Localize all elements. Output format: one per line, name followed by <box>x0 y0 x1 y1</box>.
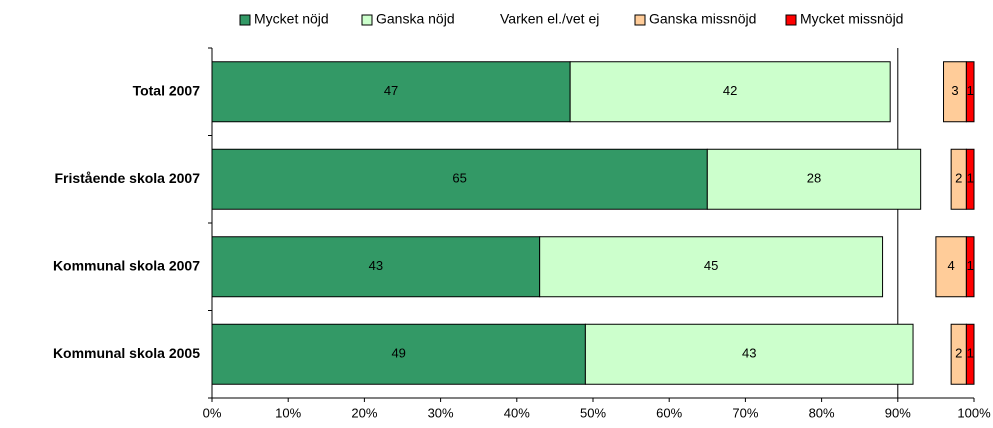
x-tick-label: 30% <box>428 405 454 420</box>
bar-segment <box>584 323 914 385</box>
legend-swatch <box>361 14 373 26</box>
bar-segment <box>211 61 571 123</box>
bar-segment <box>965 148 975 210</box>
bar-segment <box>211 323 586 385</box>
legend-swatch <box>239 14 251 26</box>
data-label: 28 <box>807 171 821 186</box>
data-label: 43 <box>369 258 383 273</box>
data-label: 2 <box>955 346 962 361</box>
x-tick-label: 10% <box>275 405 301 420</box>
data-label: 1 <box>967 258 974 273</box>
bar-segment <box>913 324 951 384</box>
x-tick-label: 80% <box>809 405 835 420</box>
bar-segment <box>883 237 936 297</box>
legend-label: Ganska missnöjd <box>649 11 756 27</box>
bar-segment <box>211 236 541 298</box>
data-label: 47 <box>384 83 398 98</box>
bar-segment <box>539 236 884 298</box>
data-label: 4 <box>948 258 955 273</box>
bar-segment <box>965 323 975 385</box>
data-label: 42 <box>723 83 737 98</box>
data-label: 65 <box>452 171 466 186</box>
data-label: 2 <box>955 171 962 186</box>
bar-segment <box>211 148 708 210</box>
legend-swatch <box>785 14 797 26</box>
y-tick-label: Fristående skola 2007 <box>54 170 200 186</box>
x-tick-label: 60% <box>656 405 682 420</box>
y-tick-label: Kommunal skola 2007 <box>53 257 200 273</box>
legend-label: Mycket missnöjd <box>800 11 903 27</box>
x-tick-label: 0% <box>203 405 222 420</box>
bar-segment <box>921 149 951 209</box>
data-label: 3 <box>951 83 958 98</box>
data-label: 45 <box>704 258 718 273</box>
data-label: 1 <box>967 346 974 361</box>
x-tick-label: 70% <box>732 405 758 420</box>
bar-segment <box>935 236 967 298</box>
x-tick-label: 90% <box>885 405 911 420</box>
legend-label: Ganska nöjd <box>376 11 455 27</box>
legend-label: Mycket nöjd <box>254 11 329 27</box>
data-label: 49 <box>391 346 405 361</box>
y-tick-label: Total 2007 <box>133 82 201 98</box>
data-label: 1 <box>967 171 974 186</box>
bar-segment <box>569 61 891 123</box>
y-tick-label: Kommunal skola 2005 <box>53 345 200 361</box>
legend-swatch <box>634 14 646 26</box>
x-tick-label: 20% <box>351 405 377 420</box>
bar-segment <box>965 61 975 123</box>
bar-segment <box>706 148 922 210</box>
x-tick-label: 100% <box>957 405 991 420</box>
data-label: 43 <box>742 346 756 361</box>
x-tick-label: 50% <box>580 405 606 420</box>
bar-segment <box>965 236 975 298</box>
legend-label: Varken el./vet ej <box>500 11 599 27</box>
data-label: 1 <box>967 83 974 98</box>
x-tick-label: 40% <box>504 405 530 420</box>
